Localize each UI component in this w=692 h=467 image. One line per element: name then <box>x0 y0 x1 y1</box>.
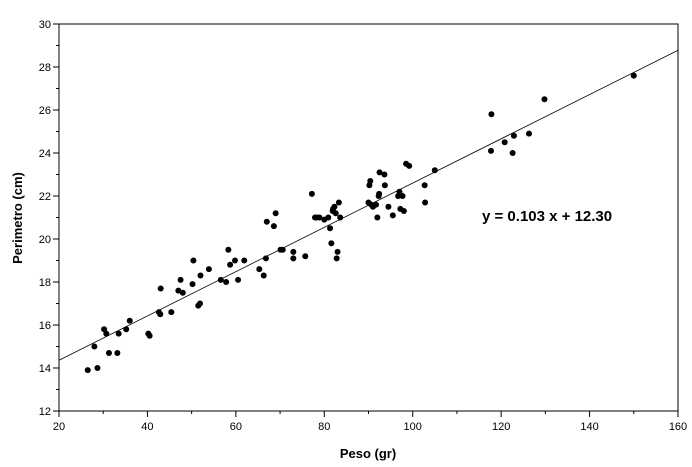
data-point <box>396 188 403 195</box>
data-point <box>223 279 230 285</box>
data-point <box>541 96 548 103</box>
data-point <box>385 203 392 210</box>
data-point <box>157 311 164 318</box>
x-axis-title: Peso (gr) <box>340 446 396 461</box>
data-point <box>189 281 196 288</box>
data-point <box>488 111 495 118</box>
data-point <box>260 272 267 279</box>
data-point <box>335 199 342 206</box>
data-point <box>190 257 197 264</box>
data-point <box>333 255 340 262</box>
data-point <box>422 199 429 206</box>
data-point <box>510 132 517 139</box>
data-point <box>256 266 263 273</box>
x-tick-label: 160 <box>669 421 687 433</box>
x-tick-label: 120 <box>492 421 510 433</box>
x-tick-label: 60 <box>230 421 242 433</box>
data-point <box>279 246 286 253</box>
data-point <box>197 300 204 307</box>
data-point <box>509 150 516 156</box>
data-point <box>501 139 508 146</box>
data-point <box>316 214 323 221</box>
data-point <box>84 367 91 374</box>
data-point <box>114 349 121 356</box>
data-point <box>205 266 212 273</box>
data-point <box>487 147 494 154</box>
y-tick-label: 26 <box>39 105 51 117</box>
data-point <box>262 255 269 262</box>
y-tick-label: 18 <box>39 277 51 289</box>
y-tick-label: 24 <box>39 148 51 160</box>
y-tick-label: 14 <box>39 363 51 375</box>
data-point <box>270 223 277 230</box>
data-point <box>381 182 388 189</box>
data-point <box>168 309 175 316</box>
data-point <box>325 214 332 221</box>
data-point <box>302 253 309 260</box>
data-point <box>431 167 438 174</box>
data-point <box>225 246 232 253</box>
data-point <box>331 203 338 210</box>
data-point <box>123 326 130 333</box>
data-point <box>373 201 380 208</box>
y-tick-label: 16 <box>39 320 51 332</box>
data-point <box>146 332 153 339</box>
data-point <box>400 208 407 215</box>
data-point <box>399 193 406 199</box>
data-point <box>367 177 374 184</box>
data-point <box>337 214 344 221</box>
data-point <box>126 317 133 324</box>
data-point <box>406 162 413 169</box>
data-point <box>290 255 297 262</box>
data-point <box>290 248 297 255</box>
data-point <box>115 330 122 337</box>
y-tick-label: 30 <box>39 19 51 31</box>
y-tick-label: 20 <box>39 234 51 246</box>
data-point <box>157 285 164 292</box>
data-point <box>332 210 339 217</box>
data-point <box>376 169 383 176</box>
y-tick-label: 28 <box>39 62 51 74</box>
data-point <box>241 257 248 264</box>
data-point <box>334 248 341 255</box>
data-point <box>376 190 383 197</box>
x-tick-label: 100 <box>404 421 422 433</box>
data-point <box>374 214 381 221</box>
data-point <box>263 218 270 225</box>
data-point <box>91 343 98 350</box>
data-point <box>381 171 388 178</box>
data-point <box>421 182 428 189</box>
data-point <box>177 276 184 283</box>
regression-equation: y = 0.103 x + 12.30 <box>482 208 612 225</box>
axes: 20 40 60 80 100 120 140 160 12 14 16 18 20 22 24 26 28 30 <box>39 19 687 433</box>
data-point <box>630 72 637 79</box>
x-tick-label: 140 <box>580 421 598 433</box>
data-point <box>231 257 238 264</box>
data-point <box>327 225 334 232</box>
data-point <box>389 212 396 219</box>
data-point <box>197 272 204 279</box>
data-point <box>103 330 110 337</box>
y-tick-label: 22 <box>39 191 51 203</box>
y-tick-label: 12 <box>39 406 51 418</box>
data-point <box>308 190 315 197</box>
data-point <box>235 276 242 283</box>
x-tick-label: 20 <box>53 421 65 433</box>
data-point <box>272 210 279 217</box>
data-point <box>105 349 112 356</box>
data-point <box>94 365 101 371</box>
data-point <box>217 276 224 283</box>
x-tick-label: 40 <box>141 421 153 433</box>
data-point <box>179 289 186 296</box>
data-point <box>227 261 234 268</box>
data-point <box>525 130 532 137</box>
data-point <box>328 240 335 247</box>
y-axis-title: Perimetro (cm) <box>10 172 25 264</box>
data-points <box>84 72 637 374</box>
x-tick-label: 80 <box>318 421 330 433</box>
